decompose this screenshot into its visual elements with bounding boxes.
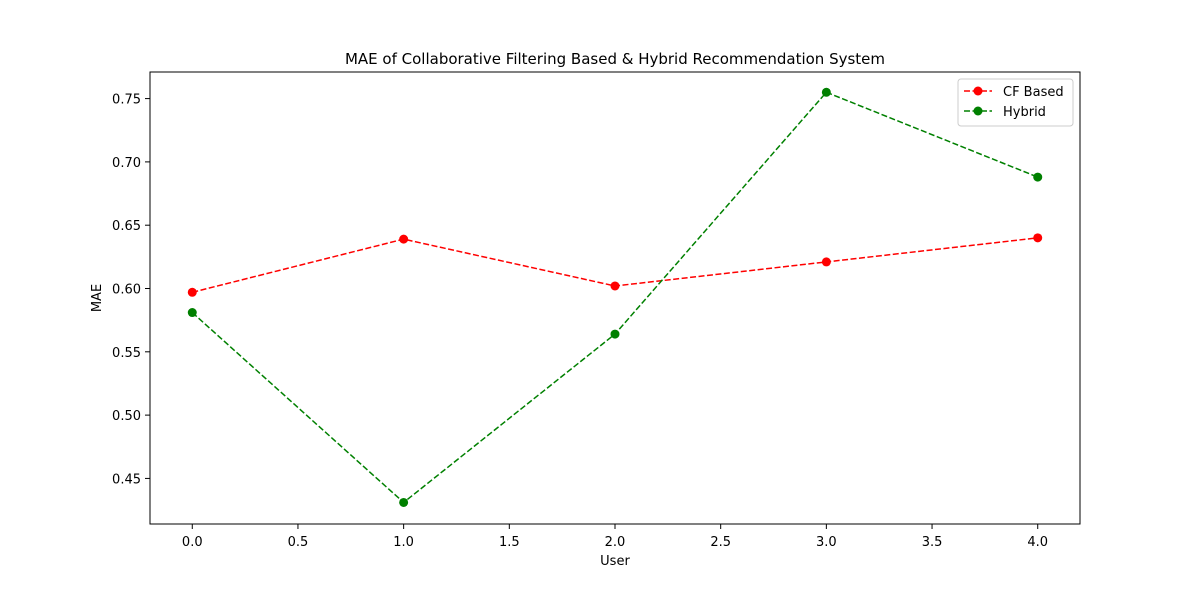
x-axis: 0.0 0.5 1.0 1.5 2.0 2.5 3.0 3.5 4.0 xyxy=(182,524,1048,550)
legend: CF Based Hybrid xyxy=(957,78,1074,127)
chart-title: MAE of Collaborative Filtering Based & H… xyxy=(345,50,885,68)
x-tick-label: 3.5 xyxy=(922,535,943,550)
data-point-cf-based xyxy=(610,281,620,291)
data-point-cf-based xyxy=(1033,233,1043,243)
x-tick-label: 2.0 xyxy=(605,535,626,550)
legend-label-hybrid: Hybrid xyxy=(1003,105,1046,120)
y-tick-label: 0.75 xyxy=(112,93,141,108)
x-tick-label: 0.5 xyxy=(288,535,309,550)
y-tick-label: 0.55 xyxy=(112,346,141,361)
y-tick-label: 0.60 xyxy=(112,283,141,298)
x-tick-label: 4.0 xyxy=(1027,535,1048,550)
data-point-hybrid xyxy=(399,497,409,507)
data-point-cf-based xyxy=(821,257,831,267)
y-axis-label: MAE xyxy=(90,284,105,312)
plot-area xyxy=(187,87,1043,507)
data-point-hybrid xyxy=(821,87,831,97)
y-tick-label: 0.45 xyxy=(112,472,141,487)
y-tick-label: 0.50 xyxy=(112,409,141,424)
legend-marker-hybrid xyxy=(973,106,983,116)
data-point-cf-based xyxy=(187,287,197,297)
series-line-hybrid xyxy=(191,91,1039,504)
plot-frame xyxy=(149,71,1081,525)
data-point-hybrid xyxy=(187,308,197,318)
x-tick-label: 1.0 xyxy=(393,535,414,550)
x-tick-label: 1.5 xyxy=(499,535,520,550)
y-axis: 0.45 0.50 0.55 0.60 0.65 0.70 0.75 xyxy=(112,93,150,487)
y-tick-label: 0.70 xyxy=(112,156,141,171)
legend-marker-cf-based xyxy=(973,86,983,96)
data-point-hybrid xyxy=(1033,172,1043,182)
data-point-cf-based xyxy=(399,234,409,244)
x-tick-label: 2.5 xyxy=(710,535,731,550)
data-point-hybrid xyxy=(610,329,620,339)
x-tick-label: 3.0 xyxy=(816,535,837,550)
legend-label-cf-based: CF Based xyxy=(1003,85,1064,100)
y-tick-label: 0.65 xyxy=(112,219,141,234)
x-tick-label: 0.0 xyxy=(182,535,203,550)
x-axis-label: User xyxy=(600,554,630,569)
